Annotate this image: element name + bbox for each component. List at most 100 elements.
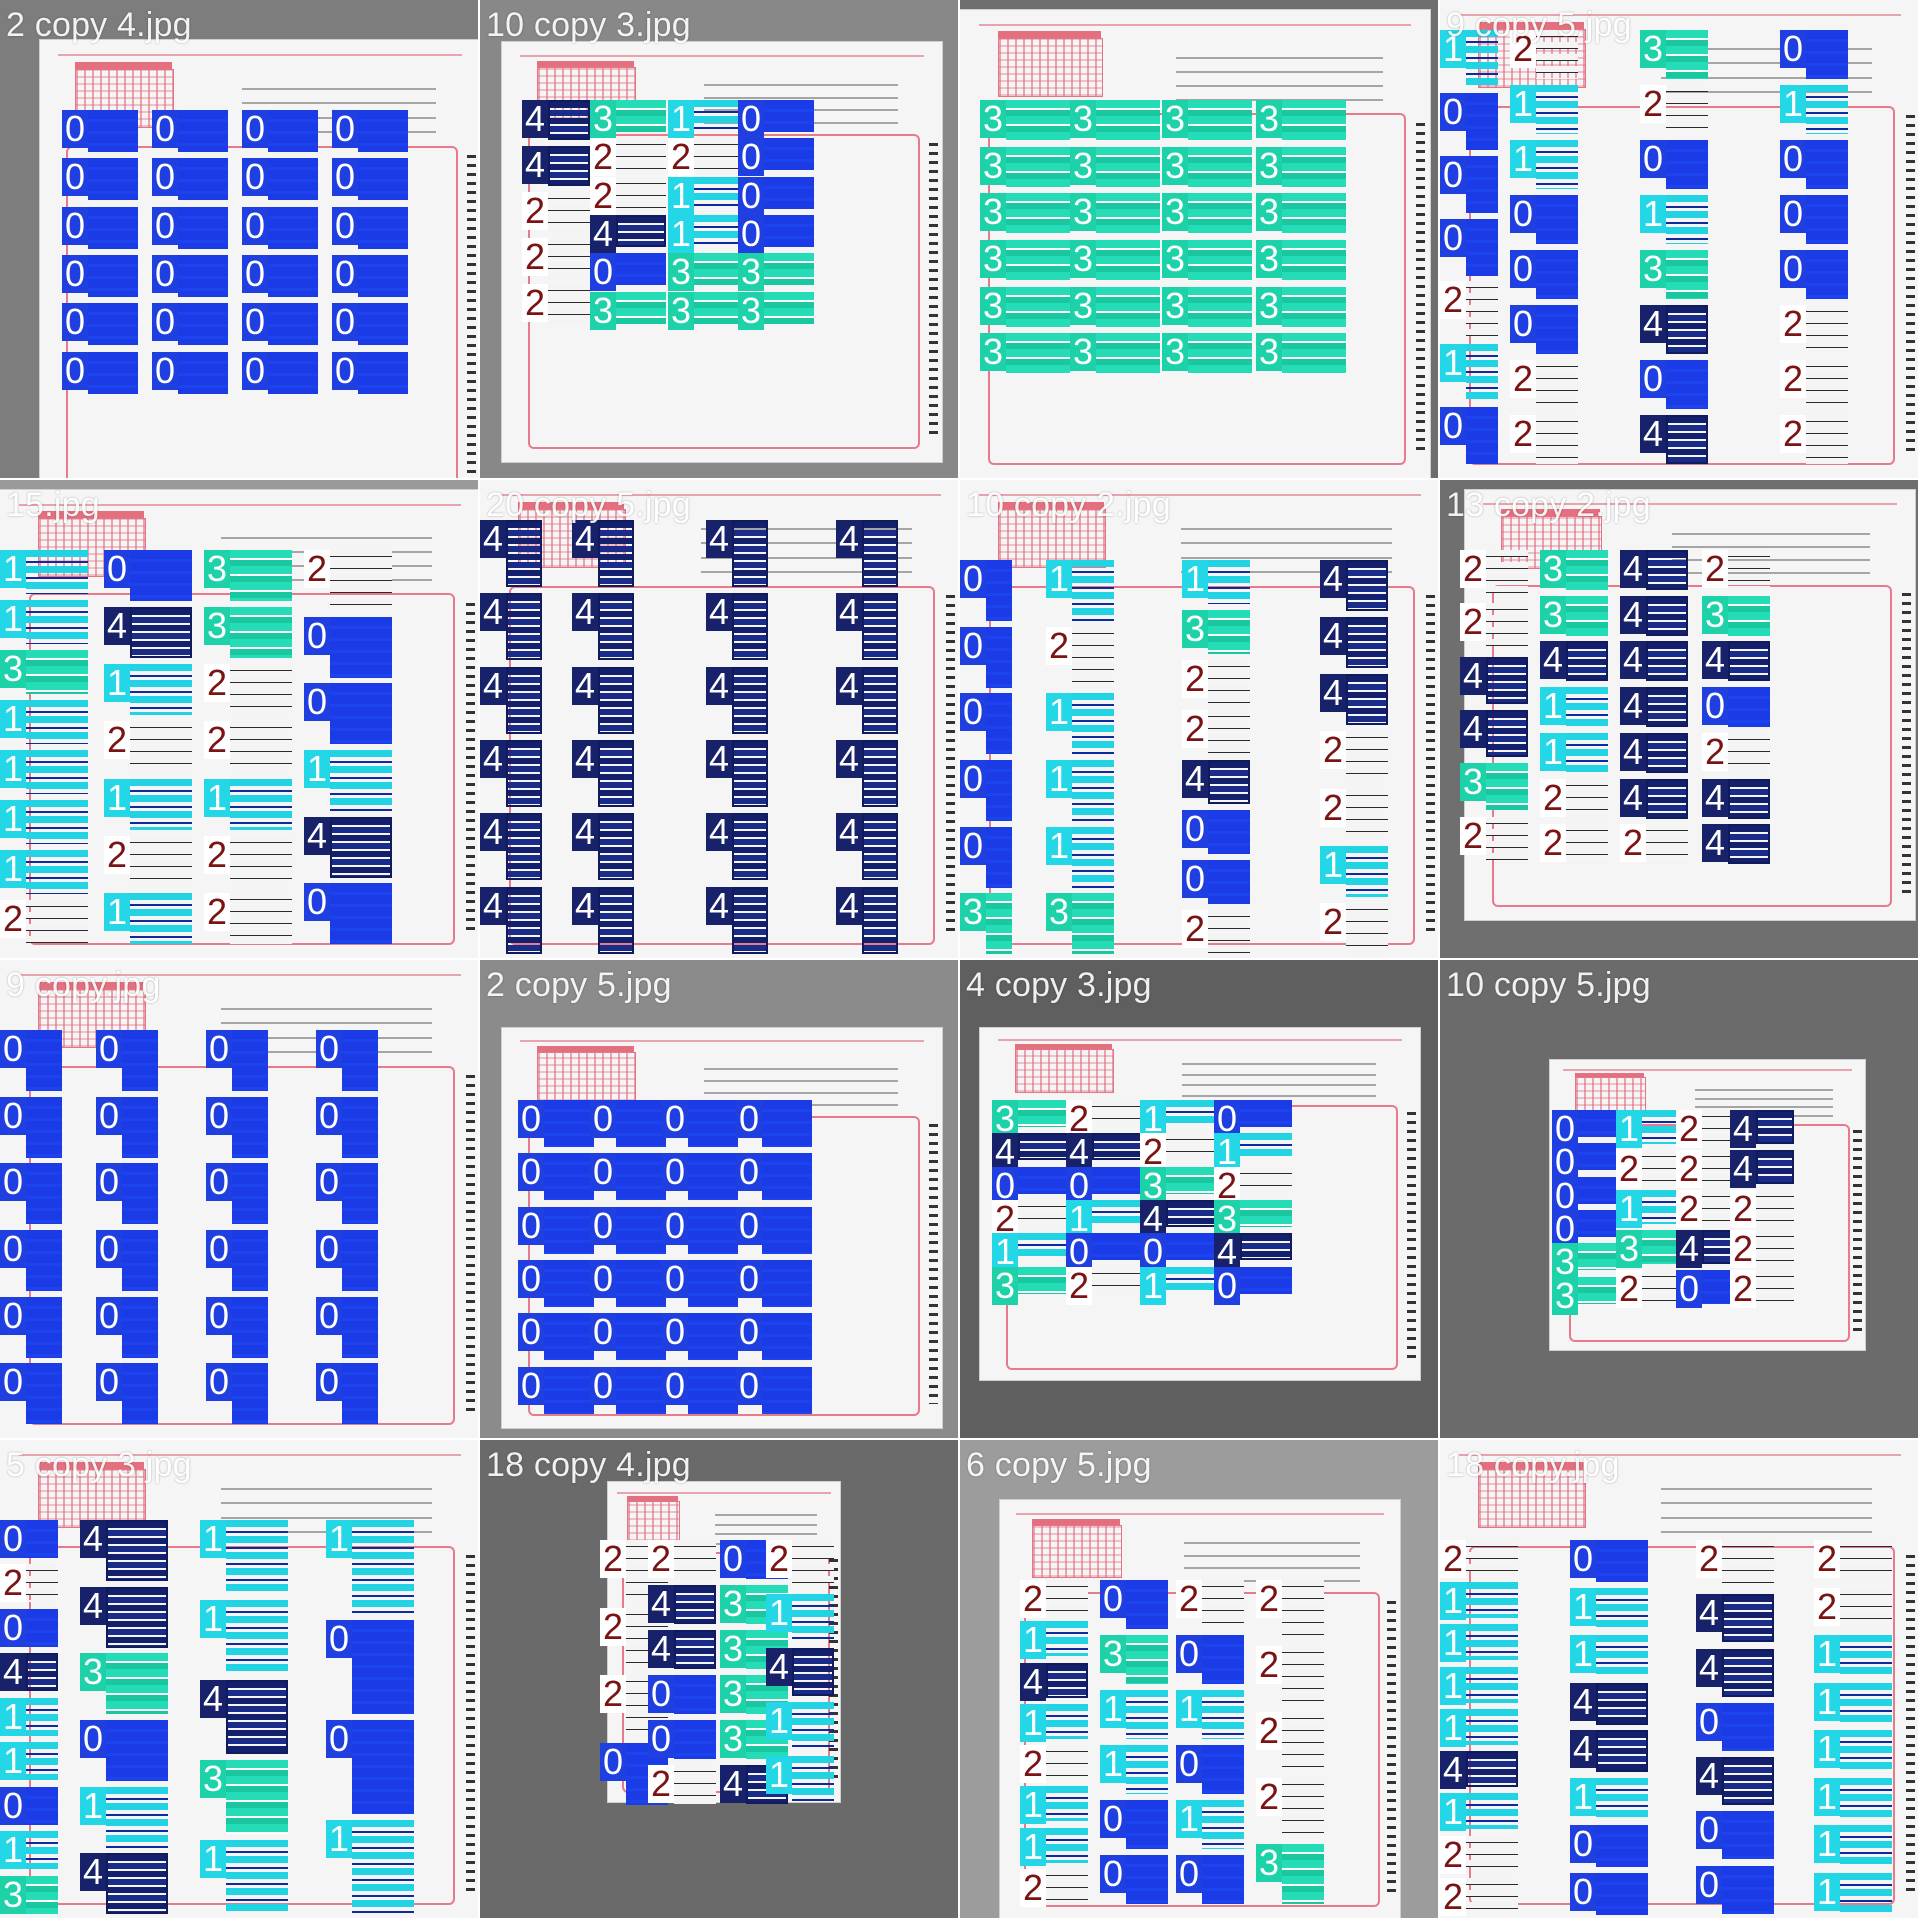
image-tile[interactable]: 0 0 0 0 0 0 0 0 0 0 0 0 0 0 0 0 0 0 0 0 0 0 0 0 2 copy 5.jpg (480, 960, 960, 1440)
instruction-text-line (1672, 558, 1870, 561)
class-digit-label: 2 (1640, 85, 1666, 123)
class-digit-label: 4 (1320, 674, 1346, 712)
detection-box-class-2: 2 (1460, 603, 1528, 650)
detection-bar (1466, 93, 1498, 150)
class-digit-label: 0 (152, 207, 178, 245)
detection-box-class-2: 2 (1540, 779, 1608, 819)
detection-box-class-0: 0 (590, 253, 666, 291)
image-tile[interactable]: 0 0 0 0 0 0 0 0 0 0 0 0 0 0 0 0 0 0 0 0 0 0 0 0 2 copy 4.jpg (0, 0, 480, 480)
detection-box-class-2: 2 (1440, 1878, 1518, 1916)
detection-bar (1018, 1133, 1070, 1160)
detection-bar (26, 550, 88, 594)
detection-box-class-0: 0 (648, 1675, 716, 1714)
image-tile[interactable]: 0 0 0 0 0 3 1 2 1 1 1 3 1 3 2 2 4 0 0 2 4 4 4 2 2 1 2 10 copy 2.jpg (960, 480, 1440, 960)
class-digit-label: 0 (1066, 1233, 1092, 1271)
class-digit-label: 1 (1020, 1828, 1046, 1866)
class-digit-label: 0 (1552, 1210, 1578, 1248)
class-digit-label: 1 (200, 1600, 226, 1638)
class-digit-label: 4 (1730, 1150, 1756, 1188)
class-digit-label: 3 (1702, 596, 1728, 634)
class-digit-label: 0 (96, 1363, 122, 1401)
class-digit-label: 0 (96, 1230, 122, 1268)
class-digit-label: 0 (736, 1313, 762, 1351)
detection-box-class-1: 1 (0, 550, 88, 594)
class-digit-label: 0 (518, 1100, 544, 1138)
detection-bar (106, 1853, 168, 1914)
class-digit-label: 3 (1100, 1635, 1126, 1673)
detection-box-class-0: 0 (62, 207, 138, 249)
detection-bar (1596, 1588, 1648, 1630)
class-digit-label: 2 (0, 900, 26, 938)
detection-bar (1346, 731, 1388, 782)
detection-box-class-0: 0 (1510, 305, 1578, 354)
class-digit-label: 0 (206, 1163, 232, 1201)
detection-bar (342, 1297, 378, 1358)
detection-bar (268, 352, 318, 394)
class-digit-label: 0 (1696, 1811, 1722, 1849)
detection-box-class-4: 4 (1214, 1233, 1292, 1271)
detection-bar (986, 827, 1012, 888)
image-tile[interactable]: 0 0 0 0 0 0 0 0 0 0 0 0 0 0 0 0 0 0 0 0 0 0 0 0 9 copy.jpg (0, 960, 480, 1440)
image-tile[interactable]: 0 0 0 0 3 3 1 2 1 3 2 2 2 2 4 0 4 4 2 2 2 10 copy 5.jpg (1440, 960, 1920, 1440)
detection-bar (232, 1297, 268, 1358)
class-digit-label: 0 (738, 138, 764, 176)
detection-bar (1282, 287, 1346, 328)
detection-box-class-0: 0 (242, 207, 318, 249)
detection-bar (26, 800, 88, 844)
class-digit-label: 0 (960, 693, 986, 731)
detection-bar (1596, 1873, 1648, 1915)
detection-box-class-2: 2 (1182, 660, 1250, 704)
image-filename-label: 6 copy 5.jpg (966, 1446, 1152, 1484)
detection-box-class-0: 0 (152, 110, 228, 152)
detection-box-class-0: 0 (62, 255, 138, 297)
detection-bar (862, 520, 898, 587)
detection-bar (1018, 1100, 1070, 1127)
detection-box-class-4: 4 (1440, 1751, 1518, 1789)
detection-bar (1596, 1635, 1648, 1677)
detection-box-class-2: 2 (304, 550, 392, 611)
class-digit-label: 0 (332, 352, 358, 390)
detection-bar (1596, 1778, 1648, 1820)
detection-box-class-4: 4 (1320, 560, 1388, 611)
detection-box-class-1: 1 (1616, 1190, 1680, 1228)
detection-box-class-4: 4 (1066, 1133, 1144, 1171)
class-digit-label: 3 (204, 607, 230, 645)
class-digit-label: 4 (836, 887, 862, 925)
detection-bar (1006, 240, 1070, 281)
class-digit-label: 3 (992, 1267, 1018, 1305)
class-digit-label: 3 (1070, 287, 1096, 325)
image-tile[interactable]: 2 2 4 4 3 2 3 3 4 1 1 2 2 4 4 4 4 4 4 2 2 3 4 0 2 4 4 13 copy 2.jpg (1440, 480, 1920, 960)
detection-box-class-0: 0 (1552, 1143, 1616, 1181)
class-digit-label: 0 (0, 1363, 26, 1401)
image-tile[interactable]: 2 1 1 1 1 4 1 2 2 0 1 1 4 4 1 0 0 2 4 4 0 4 0 0 2 2 1 1 1 1 1 1 18 copy.… (1440, 1440, 1920, 1920)
image-tile[interactable]: 4 4 2 2 2 3 2 2 4 0 3 1 2 1 1 3 3 0 0 0 0 3 3 10 copy 3.jpg (480, 0, 960, 480)
detection-bar (1840, 1730, 1892, 1772)
image-tile[interactable]: 1 1 3 1 1 1 1 2 0 4 1 2 1 2 1 3 3 2 2 1 2 2 2 0 0 1 4 0 15.jpg (0, 480, 480, 960)
detection-box-class-0: 0 (960, 693, 1012, 754)
class-digit-label: 2 (204, 721, 230, 759)
detection-bar (544, 1260, 594, 1307)
image-tile[interactable]: 2 2 2 0 2 4 4 0 0 2 0 3 3 3 3 4 2 1 4 1 1 18 copy 4.jpg (480, 1440, 960, 1920)
class-digit-label: 2 (1696, 1540, 1722, 1578)
detection-box-class-0: 0 (1780, 195, 1848, 244)
detection-bar (1096, 287, 1160, 328)
detection-box-class-4: 4 (572, 520, 634, 587)
detection-box-class-1: 1 (1176, 1800, 1244, 1849)
detection-box-class-3: 3 (960, 893, 1012, 954)
detection-box-class-2: 2 (1182, 710, 1250, 754)
instruction-text-line (704, 96, 898, 99)
class-digit-label: 0 (720, 1540, 746, 1578)
student-id-grid (1015, 1049, 1114, 1094)
detection-box-class-1: 1 (1100, 1690, 1168, 1739)
student-id-header (626, 1496, 678, 1502)
image-tile[interactable]: 4 4 4 4 4 4 4 4 4 4 4 4 4 4 4 4 4 4 4 4 4 4 4 4 20 copy 5.jpg (480, 480, 960, 960)
class-digit-label: 1 (0, 1742, 26, 1780)
image-filename-label: 10 copy 3.jpg (486, 6, 691, 44)
image-tile[interactable]: 3 3 3 3 3 3 3 3 3 3 3 3 3 3 3 3 3 3 3 3 3 3 3 3 (960, 0, 1440, 480)
detection-box-class-1: 1 (1814, 1825, 1892, 1867)
detection-box-class-4: 4 (1620, 641, 1688, 681)
